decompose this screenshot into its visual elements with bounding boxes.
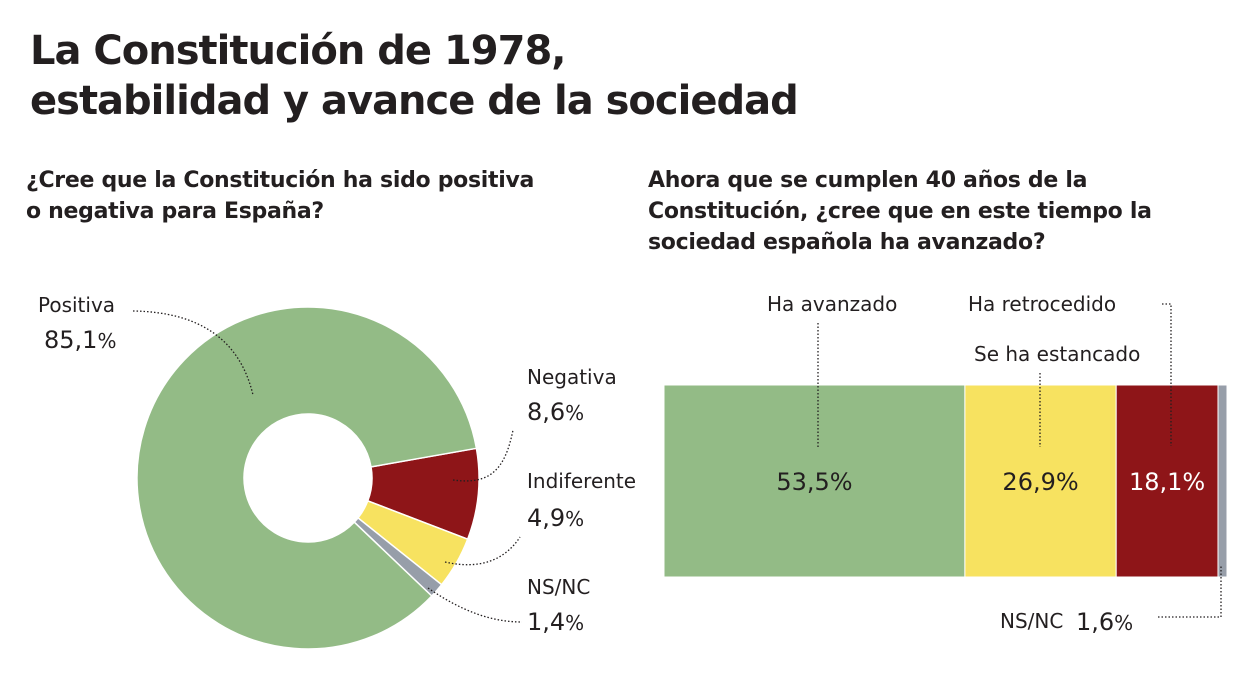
main-title-line-1: La Constitución de 1978, xyxy=(30,28,566,74)
donut-label-negativa: Negativa xyxy=(527,365,617,389)
bar-label-se-ha-estancado: Se ha estancado xyxy=(974,342,1140,366)
donut-value-positiva: 85,1% xyxy=(44,326,116,354)
bar-segment-haretrocedido xyxy=(1115,384,1219,578)
bar-segment-haavanzado xyxy=(663,384,966,578)
leader-line-indiferente xyxy=(444,536,521,566)
donut-label-positiva: Positiva xyxy=(38,293,115,317)
bar-segment-nsnc xyxy=(1217,384,1228,578)
bar-label-ha-retrocedido: Ha retrocedido xyxy=(968,292,1116,316)
donut-question-line-2: o negativa para España? xyxy=(26,199,324,224)
donut-question-line-1: ¿Cree que la Constitución ha sido positi… xyxy=(26,168,535,193)
donut-label-nsnc: NS/NC xyxy=(527,575,590,599)
bar-label-ha-avanzado: Ha avanzado xyxy=(767,292,897,316)
leader-line-negativa xyxy=(452,429,514,482)
donut-value-negativa: 8,6% xyxy=(527,398,584,426)
bar-question-line-3: sociedad española ha avanzado? xyxy=(648,230,1046,255)
bar-question-line-2: Constitución, ¿cree que en este tiempo l… xyxy=(648,199,1152,224)
main-title: La Constitución de 1978, estabilidad y a… xyxy=(30,26,799,126)
donut-value-indiferente: 4,9% xyxy=(527,504,584,532)
leader-line-positiva xyxy=(132,310,254,396)
bar-value-nsnc: 1,6% xyxy=(1076,608,1133,636)
bar-question-line-1: Ahora que se cumplen 40 años de la xyxy=(648,168,1088,193)
bar-chart-question: Ahora que se cumplen 40 años de la Const… xyxy=(648,165,1152,258)
leader-line-nsnc xyxy=(427,587,523,623)
leader-line-nsnc xyxy=(1158,565,1222,618)
bar-segment-sehaestancado xyxy=(964,384,1117,578)
donut-chart-question: ¿Cree que la Constitución ha sido positi… xyxy=(26,165,534,227)
donut-value-nsnc: 1,4% xyxy=(527,608,584,636)
donut-slice-positiva xyxy=(136,306,478,650)
donut-label-indiferente: Indiferente xyxy=(527,469,636,493)
bar-value-haretrocedido: 18,1% xyxy=(1129,468,1205,496)
bar-value-haavanzado: 53,5% xyxy=(776,468,852,496)
bar-value-sehaestancado: 26,9% xyxy=(1002,468,1078,496)
main-title-line-2: estabilidad y avance de la sociedad xyxy=(30,78,799,124)
bar-label-nsnc: NS/NC xyxy=(1000,609,1063,633)
